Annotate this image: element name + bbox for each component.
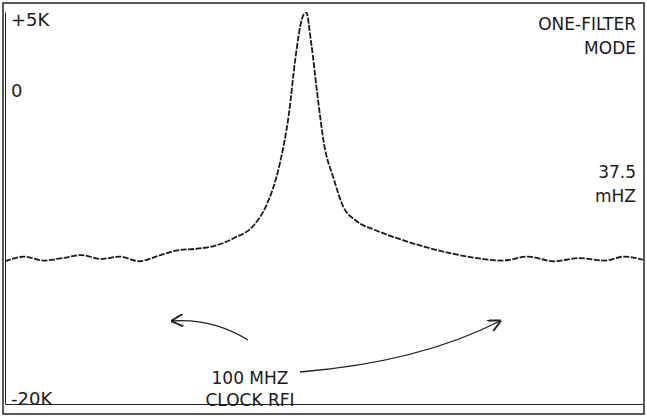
arrow [300, 321, 500, 372]
annotation-line: ONE-FILTER [538, 14, 636, 34]
spectrum-line [5, 12, 643, 261]
annotation-line: 100 MHZ [212, 368, 289, 388]
annotation-line: mHZ [595, 186, 636, 206]
chart: +5K 0 -20K ONE-FILTER MODE 37.5 mHZ 100 MHZCLOC… [0, 0, 647, 417]
y-tick: +5K [5, 9, 51, 30]
annotation: ONE-FILTER MODE [538, 14, 636, 58]
plot-area [5, 12, 643, 261]
annotation: 100 MHZCLOCK RFI [205, 368, 294, 410]
y-tick: -20K [5, 388, 53, 409]
annotation: 37.5 mHZ [595, 162, 636, 206]
y-tick: 0 [5, 80, 22, 101]
annotation-line: 37.5 [598, 162, 636, 182]
y-tick-label: +5K [11, 9, 51, 30]
y-axis-line [5, 13, 6, 405]
y-tick-label: 0 [11, 80, 22, 101]
frame [3, 3, 644, 414]
arrow [172, 321, 248, 340]
x-axis [6, 404, 644, 405]
annotation-line: CLOCK RFI [205, 390, 294, 410]
x-axis-line [6, 404, 644, 405]
annotation-line: MODE [584, 38, 636, 58]
y-tick-label: -20K [11, 388, 53, 409]
y-axis: +5K 0 -20K [5, 9, 53, 409]
